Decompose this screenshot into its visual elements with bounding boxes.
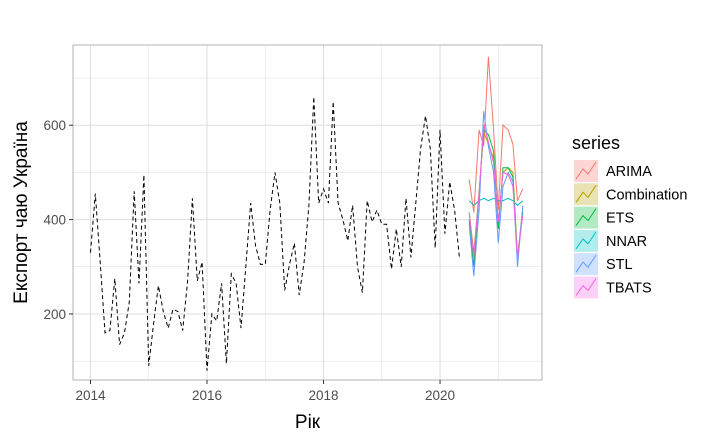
y-tick-label: 400 [43, 213, 66, 228]
plot-panel [72, 44, 543, 381]
legend-key-line [575, 208, 597, 226]
legend-label: Combination [606, 187, 687, 203]
x-tick-label: 2020 [425, 388, 455, 403]
legend-label: ETS [606, 211, 634, 227]
legend-key-fill [574, 253, 598, 276]
legend-label: ARIMA [606, 164, 652, 180]
legend-key-line [575, 254, 597, 273]
legend-item-arima: ARIMA [574, 160, 652, 182]
legend-key-line [575, 278, 597, 296]
legend-item-combination: Combination [574, 183, 687, 206]
y-axis-title: Експорт чаю Україна [11, 121, 32, 304]
legend-key-line [575, 185, 597, 203]
x-tick-label: 2016 [192, 388, 222, 403]
y-tick-label: 200 [43, 307, 66, 322]
forecast-series [468, 56, 524, 277]
legend-item-stl: STL [574, 253, 633, 276]
series-line-tbats [468, 125, 524, 258]
axes: 2014 2016 2018 2020 200 400 600 [43, 118, 455, 403]
series-line-arima [468, 56, 524, 213]
legend-key-line [575, 231, 597, 250]
history-line [90, 96, 460, 371]
legend-item-nnar: NNAR [574, 229, 647, 252]
x-tick-label: 2018 [308, 388, 338, 403]
history-series [90, 96, 460, 371]
legend-label: NNAR [606, 234, 647, 250]
legend-key-fill [574, 160, 598, 182]
legend-item-ets: ETS [574, 206, 634, 229]
x-axis-title: Рік [295, 412, 321, 433]
grid [73, 45, 542, 380]
legend-title: series [572, 133, 620, 153]
legend-key-fill [574, 183, 598, 206]
legend-key-fill [574, 206, 598, 229]
x-tick-label: 2014 [75, 388, 106, 403]
legend-key-fill [574, 276, 598, 299]
legend-item-tbats: TBATS [574, 276, 652, 299]
legend-key-fill [574, 229, 598, 252]
legend-key-line [575, 161, 597, 180]
legend-label: STL [606, 257, 633, 273]
y-tick-label: 600 [43, 118, 66, 133]
legend-label: TBATS [606, 281, 652, 297]
legend: series ARIMA Combination ETS NNAR STL TBATS [572, 133, 687, 299]
